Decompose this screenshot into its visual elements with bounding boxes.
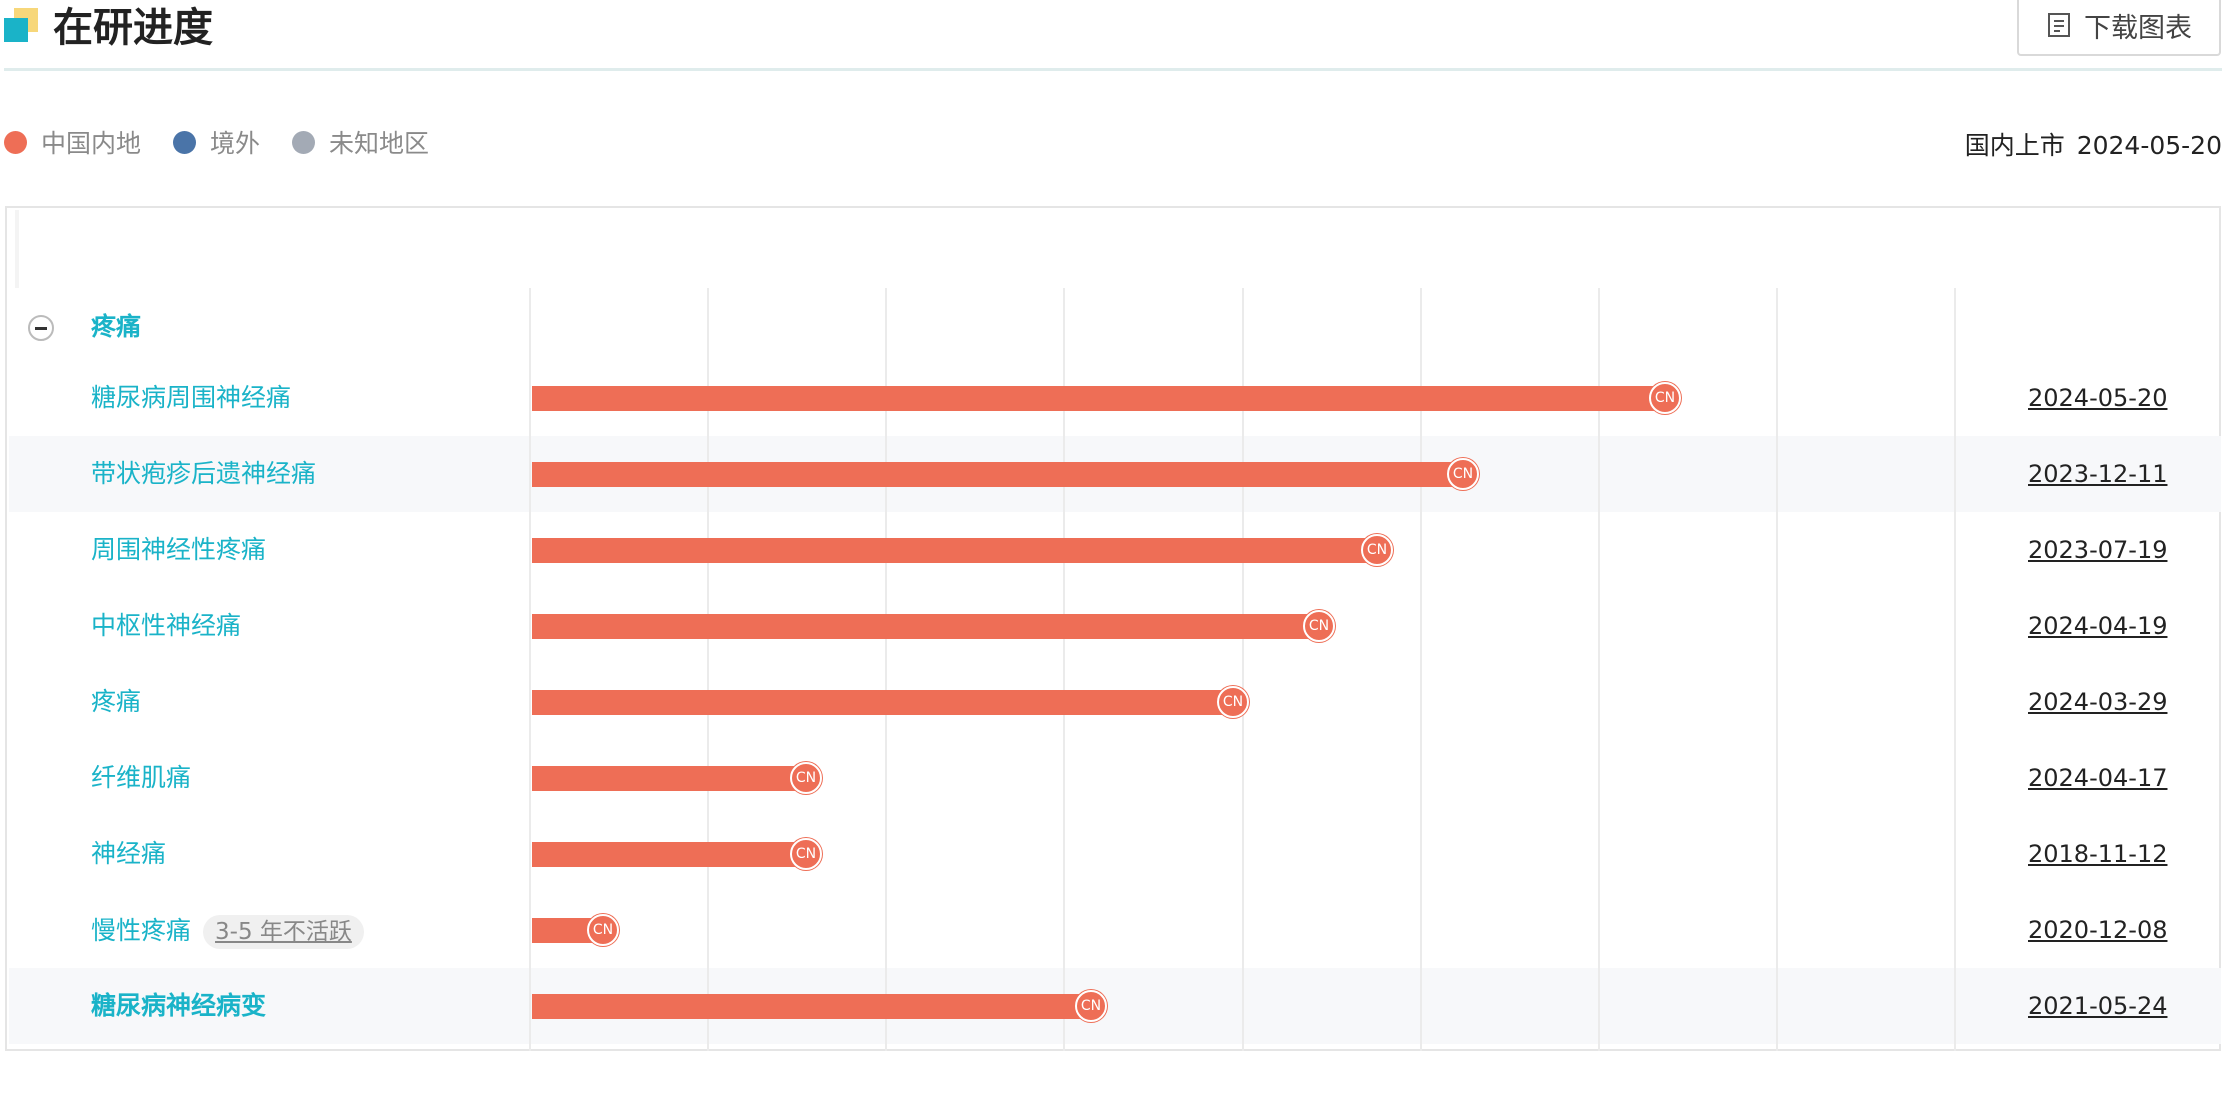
milestone-date-link[interactable]: 2021-05-24: [2028, 992, 2168, 1020]
region-marker[interactable]: CN: [1649, 382, 1681, 414]
progress-bar[interactable]: [532, 766, 806, 791]
gridline: [529, 288, 531, 1051]
indication-text: 神经痛: [91, 839, 167, 868]
indication-text: 慢性疼痛: [91, 916, 192, 945]
progress-bar[interactable]: [532, 538, 1377, 563]
gridline: [1598, 288, 1600, 1051]
market-status: 国内上市 2024-05-20: [1965, 126, 2222, 162]
milestone-date-link[interactable]: 2023-12-11: [2028, 460, 2168, 488]
progress-bar[interactable]: [532, 462, 1463, 487]
collapse-group-button[interactable]: [28, 315, 54, 341]
gridline: [1954, 288, 1956, 1051]
progress-bar[interactable]: [532, 690, 1233, 715]
indication-text: 中枢性神经痛: [91, 611, 242, 640]
legend-dot-overseas: [173, 130, 197, 154]
section-icon: [4, 8, 38, 42]
legend-label-mainland: 中国内地: [41, 129, 142, 158]
group-label[interactable]: 疼痛: [91, 312, 142, 341]
indication-text: 疼痛: [91, 687, 142, 716]
document-icon: [2048, 13, 2070, 37]
region-marker[interactable]: CN: [790, 762, 822, 794]
indication-text: 周围神经性疼痛: [91, 535, 267, 564]
gridline: [1776, 288, 1778, 1051]
gridline: [707, 288, 709, 1051]
progress-chart-panel: 疼痛 糖尿病周围神经痛 CN 2024-05-20 带状疱疹后遗神经痛 CN 2023-1…: [5, 206, 2221, 1051]
progress-bar[interactable]: [532, 842, 806, 867]
gridline: [1242, 288, 1244, 1051]
page-title: 在研进度: [53, 5, 213, 51]
milestone-date-link[interactable]: 2024-03-29: [2028, 688, 2168, 716]
legend-label-overseas: 境外: [210, 129, 261, 158]
region-marker[interactable]: CN: [587, 914, 619, 946]
indication-label[interactable]: 糖尿病神经病变: [91, 991, 266, 1021]
panel-header-strip: [15, 210, 19, 288]
region-marker[interactable]: CN: [1361, 534, 1393, 566]
download-chart-label: 下载图表: [2084, 12, 2192, 44]
region-marker[interactable]: CN: [1303, 610, 1335, 642]
legend-item-mainland[interactable]: 中国内地: [4, 124, 141, 160]
milestone-date-link[interactable]: 2020-12-08: [2028, 916, 2168, 944]
row-highlight: [9, 968, 2221, 1044]
indication-text: 糖尿病神经病变: [91, 991, 267, 1020]
milestone-date-link[interactable]: 2024-04-19: [2028, 612, 2168, 640]
gridline: [1420, 288, 1422, 1051]
indication-label[interactable]: 带状疱疹后遗神经痛: [91, 459, 316, 489]
market-date: 2024-05-20: [2076, 131, 2222, 160]
milestone-date-link[interactable]: 2024-04-17: [2028, 764, 2168, 792]
indication-label[interactable]: 慢性疼痛 3-5 年不活跃: [91, 915, 364, 949]
region-marker[interactable]: CN: [1217, 686, 1249, 718]
milestone-date-link[interactable]: 2018-11-12: [2028, 840, 2168, 868]
indication-label[interactable]: 纤维肌痛: [91, 763, 191, 793]
legend-dot-mainland: [4, 130, 27, 154]
progress-bar[interactable]: [532, 994, 1091, 1019]
milestone-date-link[interactable]: 2023-07-19: [2028, 536, 2168, 564]
indication-text: 带状疱疹后遗神经痛: [91, 459, 317, 488]
indication-label[interactable]: 周围神经性疼痛: [91, 535, 266, 565]
minus-circle-icon: [35, 326, 47, 330]
gridline: [885, 288, 887, 1051]
region-marker[interactable]: CN: [1075, 990, 1107, 1022]
legend-dot-unknown: [292, 130, 316, 154]
indication-text: 纤维肌痛: [91, 763, 192, 792]
region-marker[interactable]: CN: [1447, 458, 1479, 490]
progress-bar[interactable]: [532, 386, 1665, 411]
indication-label[interactable]: 中枢性神经痛: [91, 611, 241, 641]
milestone-date-link[interactable]: 2024-05-20: [2028, 384, 2168, 412]
legend-label-unknown: 未知地区: [329, 129, 430, 158]
indication-label[interactable]: 糖尿病周围神经痛: [91, 383, 291, 413]
indication-label[interactable]: 疼痛: [91, 687, 141, 717]
header-divider: [4, 68, 2222, 71]
indication-text: 糖尿病周围神经痛: [91, 383, 292, 412]
download-chart-button[interactable]: 下载图表: [2017, 0, 2221, 56]
legend: 中国内地 境外 未知地区: [4, 124, 461, 160]
indication-label[interactable]: 神经痛: [91, 839, 166, 869]
gridline: [1063, 288, 1065, 1051]
legend-item-unknown[interactable]: 未知地区: [292, 124, 429, 160]
region-marker[interactable]: CN: [790, 838, 822, 870]
market-label: 国内上市: [1964, 131, 2065, 160]
progress-bar[interactable]: [532, 614, 1319, 639]
legend-item-overseas[interactable]: 境外: [173, 124, 260, 160]
inactive-badge[interactable]: 3-5 年不活跃: [203, 915, 364, 949]
